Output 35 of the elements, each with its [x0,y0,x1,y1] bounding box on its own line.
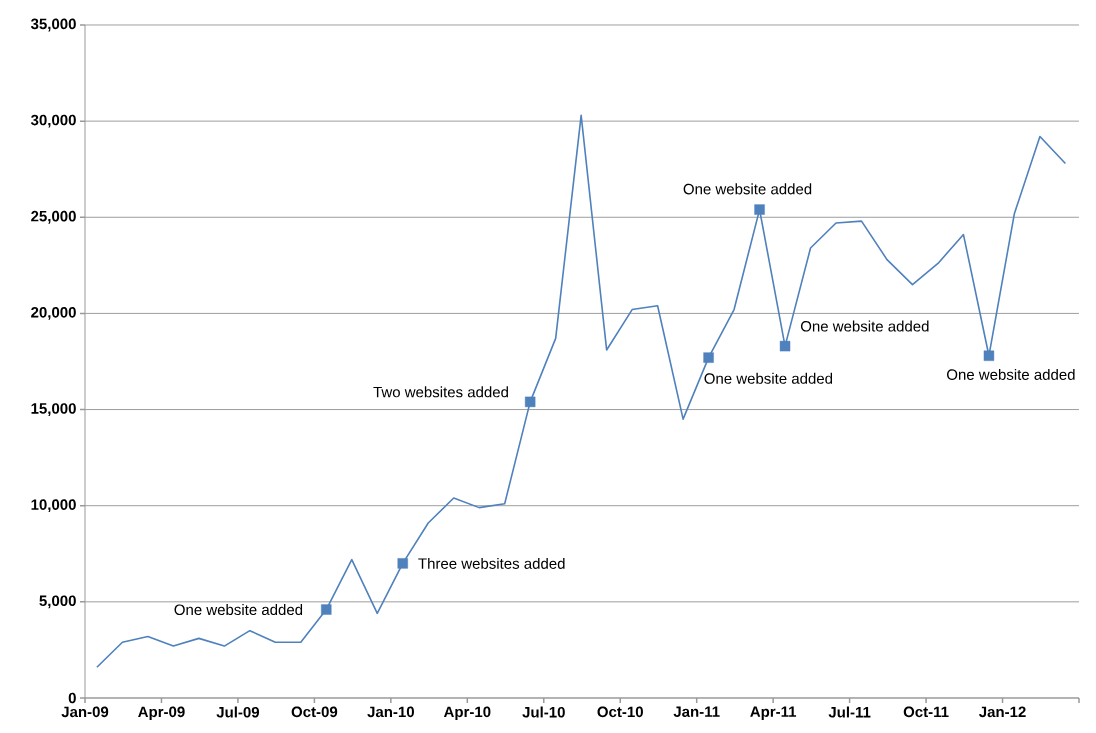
point [779,340,791,352]
x-tick-label: Jul-09 [216,706,260,718]
point [754,204,765,215]
y-tick-label: 15,000 [31,403,76,416]
x-tick-label: Jul-11 [828,706,871,718]
x-tick-label: Oct-09 [291,706,338,718]
x-tick-label: Apr-10 [443,706,491,721]
y-tick-label: 10,000 [31,499,76,513]
x-tick-label: Jan-11 [673,706,720,717]
x-tick-label: Apr-09 [138,706,185,721]
point [983,350,995,361]
y-tick-label: 20,000 [31,307,76,320]
y-tick-label: 35,000 [30,18,76,32]
x-tick-label: Oct-10 [597,706,643,718]
annotation: One website added [683,183,812,195]
annotation: Two websites added [373,386,508,398]
y-tick-label: 0 [68,692,76,704]
annotation: Three websites added [418,557,565,569]
x-tick-label: Apr-11 [750,706,797,720]
point [397,558,408,569]
x-tick-label: Jul-10 [522,706,565,718]
annotation: One website added [947,368,1075,380]
y-tick-label: 5,000 [39,595,76,609]
x-tick-label: Jan-12 [978,706,1026,718]
point [321,604,332,615]
annotation: One website added [174,604,303,616]
y-tick-label: 30,000 [30,114,76,128]
x-tick-label: Jan-09 [61,706,109,718]
y-tick-label: 25,000 [31,210,76,224]
x-tick-label: Oct-11 [903,706,949,718]
x-tick-label: Jan-10 [367,706,414,718]
point [524,396,536,408]
point [703,352,714,363]
annotation: One website added [704,372,833,384]
annotation: One website added [800,320,929,332]
